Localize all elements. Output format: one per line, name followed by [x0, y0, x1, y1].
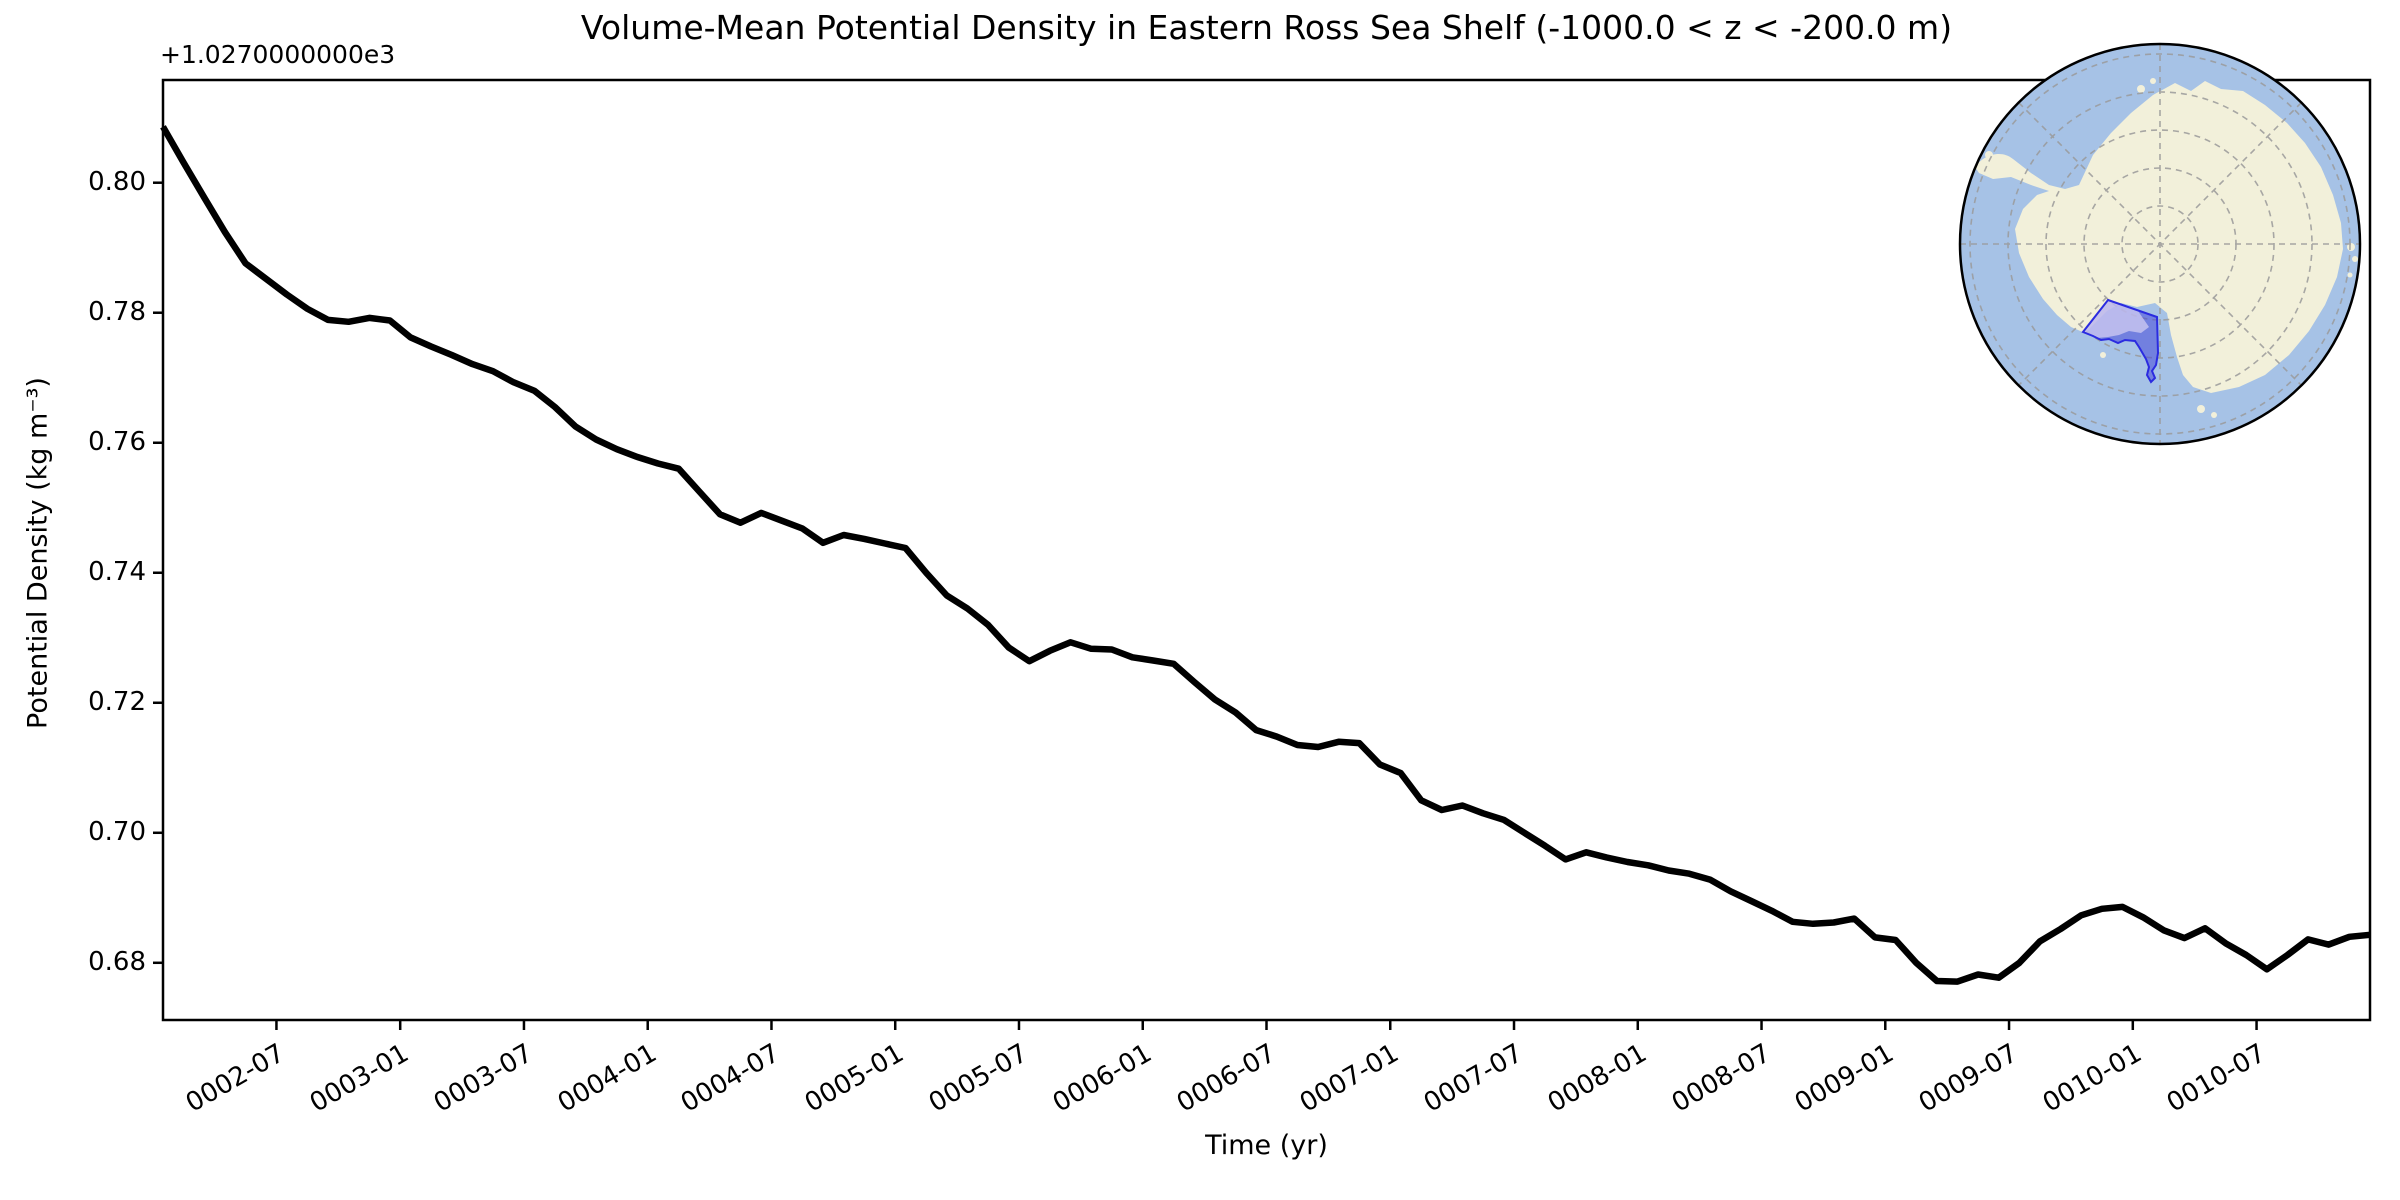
- y-tick-label: 0.76: [88, 426, 146, 457]
- tick-marks: [153, 181, 2258, 1030]
- graticule: [1960, 44, 2360, 444]
- x-axis-label: Time (yr): [1205, 1130, 1328, 1161]
- y-tick-label: 0.72: [88, 686, 146, 717]
- page-title: Volume-Mean Potential Density in Eastern…: [580, 8, 1953, 47]
- y-tick-label: 0.74: [88, 556, 146, 587]
- y-axis-offset-text: +1.0270000000e3: [160, 40, 396, 69]
- y-tick-label: 0.80: [88, 166, 146, 197]
- inset-globe: [1958, 42, 2362, 446]
- highlight-region-eastern-ross-sea-shelf: [2081, 298, 2160, 384]
- y-tick-label: 0.68: [88, 946, 146, 977]
- potential-density-line: [160, 125, 2371, 985]
- antarctica-landmass: [1975, 78, 2358, 418]
- y-tick-label: 0.78: [88, 296, 146, 327]
- y-tick-label: 0.70: [88, 816, 146, 847]
- globe-border: [1958, 42, 2362, 446]
